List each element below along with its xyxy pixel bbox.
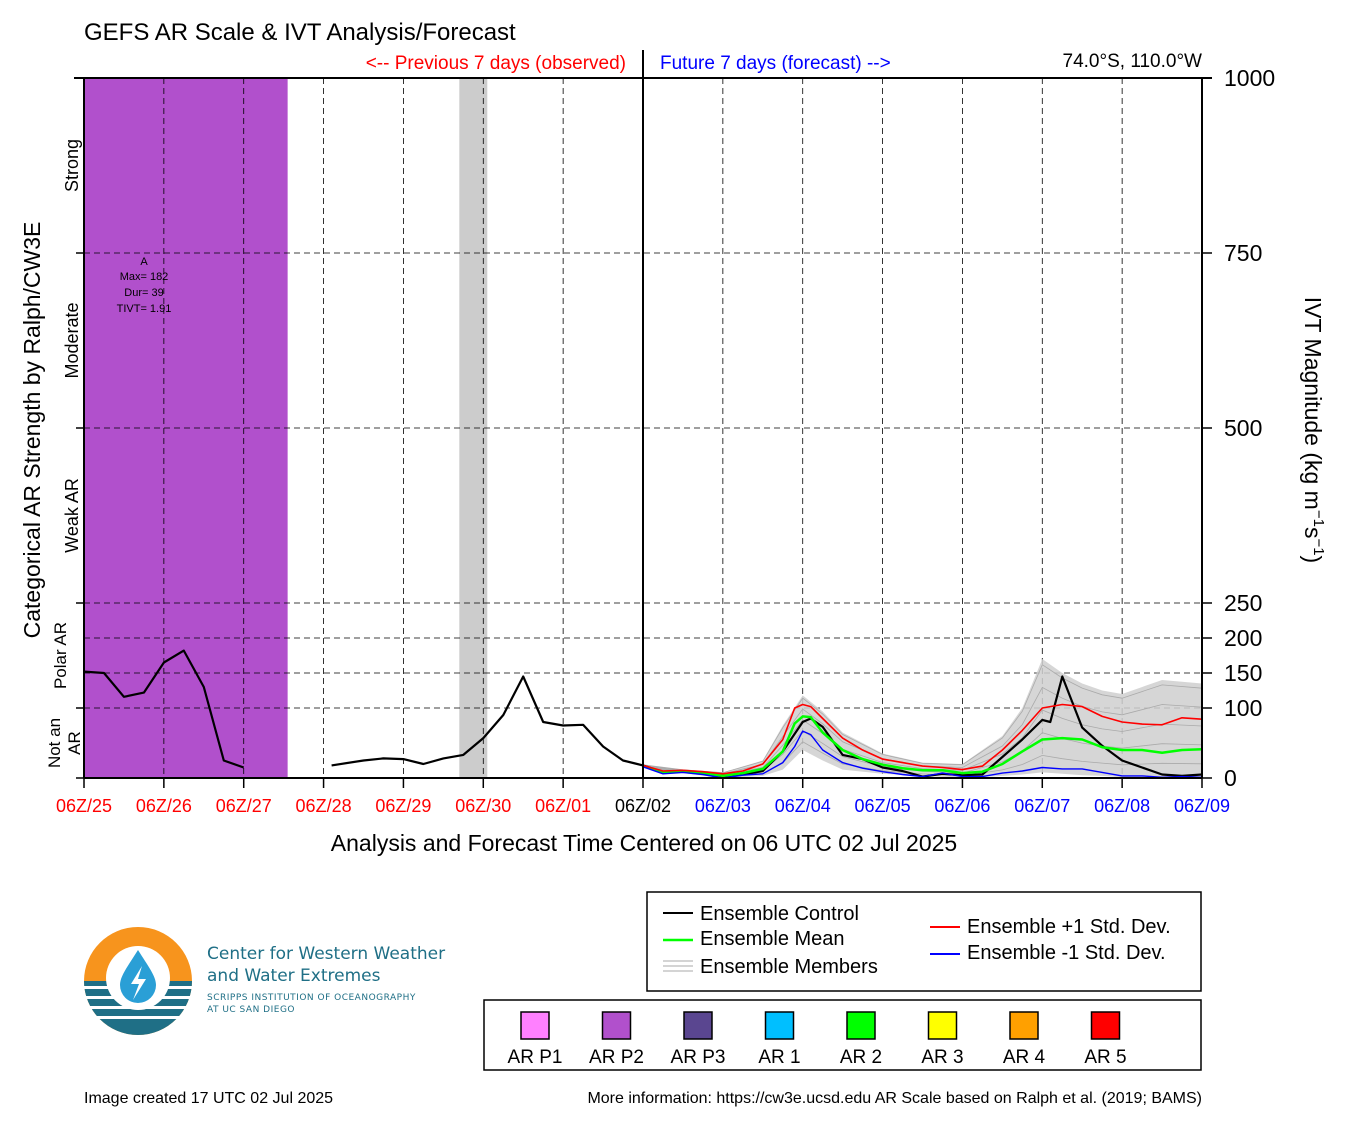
- series-line-control-1: [331, 675, 1203, 778]
- x-tick-label-06Z/29: 06Z/29: [375, 796, 431, 816]
- ensemble-member-line-5: [642, 664, 1203, 774]
- category-label-1: Polar AR: [51, 622, 70, 689]
- y-tick-label-750: 750: [1224, 240, 1262, 266]
- logo-subtitle-line1: SCRIPPS INSTITUTION OF OCEANOGRAPHY: [207, 993, 416, 1003]
- logo-subtitle-line2: AT UC SAN DIEGO: [207, 1005, 296, 1015]
- y-tick-label-0: 0: [1224, 765, 1237, 791]
- ar-scale-swatch-4: [846, 1011, 876, 1040]
- legend: Ensemble Control Ensemble Mean Ensemble …: [646, 891, 1202, 992]
- ar-scale-swatch-0: [520, 1011, 550, 1040]
- x-tick-label-06Z/30: 06Z/30: [455, 796, 511, 816]
- y-tick-label-250: 250: [1224, 590, 1262, 616]
- x-axis-title: Analysis and Forecast Time Centered on 0…: [331, 830, 957, 856]
- category-label-3: Moderate: [62, 302, 82, 378]
- y-axis-right-title: IVT Magnitude (kg m−1s−1): [1300, 297, 1327, 563]
- ar-scale-swatch-5: [927, 1011, 958, 1040]
- x-tick-label-06Z/25: 06Z/25: [56, 796, 112, 816]
- previous-period-label: <-- Previous 7 days (observed): [366, 53, 626, 74]
- series-line-mean-2: [642, 715, 1203, 778]
- y-axis-left-title: Categorical AR Strength by Ralph/CW3E: [19, 222, 45, 639]
- logo-title-line2: and Water Extremes: [207, 966, 381, 986]
- grid-lines: [84, 78, 1202, 778]
- ar-scale-label-0: AR P1: [508, 1047, 563, 1068]
- x-tick-label-06Z/05: 06Z/05: [855, 796, 911, 816]
- x-tick-label-06Z/26: 06Z/26: [136, 796, 192, 816]
- ar-scale-swatch-3: [764, 1011, 795, 1040]
- legend-frame: [646, 891, 1202, 992]
- footer-info: More information: https://cw3e.ucsd.edu …: [587, 1090, 1202, 1107]
- y-tick-label-100: 100: [1224, 695, 1262, 721]
- x-tick-label-06Z/04: 06Z/04: [775, 796, 831, 816]
- ar-scale-swatch-1: [601, 1011, 632, 1040]
- ar-scale-label-4: AR 2: [840, 1047, 882, 1068]
- ar-scale-label-2: AR P3: [671, 1047, 726, 1068]
- ar-scale-label-6: AR 4: [1003, 1047, 1046, 1068]
- legend-label-mean: Ensemble Mean: [700, 928, 845, 950]
- series-line-plus_std-3: [642, 703, 1203, 775]
- ar-scale-label-1: AR P2: [589, 1047, 644, 1068]
- series-line-minus_std-4: [642, 730, 1203, 779]
- x-tick-label-06Z/02: 06Z/02: [615, 796, 671, 816]
- missing-data-shade: [459, 78, 488, 778]
- ar-scale-legend: AR P1 AR P2 AR P3 AR 1 AR 2 AR 3 AR 4 AR 5: [508, 1011, 1127, 1068]
- ar-scale-swatch-6: [1009, 1011, 1039, 1040]
- x-tick-label-06Z/07: 06Z/07: [1014, 796, 1070, 816]
- ensemble-members: [642, 659, 1203, 778]
- ar-event-duration: Dur= 39: [124, 287, 163, 299]
- ar-event-label: A: [140, 256, 148, 268]
- x-tick-label-06Z/28: 06Z/28: [296, 796, 352, 816]
- x-tick-label-06Z/06: 06Z/06: [934, 796, 990, 816]
- legend-label-minus-std: Ensemble -1 Std. Dev.: [967, 942, 1166, 964]
- ar-event-max: Max= 182: [120, 271, 169, 283]
- ensemble-members-band: [643, 659, 1202, 778]
- legend-swatch-members: [663, 960, 693, 972]
- y-tick-label-1000: 1000: [1224, 65, 1275, 91]
- legend-label-control: Ensemble Control: [700, 903, 859, 925]
- category-label-2: Weak AR: [62, 478, 82, 553]
- x-tick-label-06Z/03: 06Z/03: [695, 796, 751, 816]
- ar-event-tivt: TIVT= 1.91: [117, 303, 172, 315]
- y-tick-label-500: 500: [1224, 415, 1262, 441]
- footer-created: Image created 17 UTC 02 Jul 2025: [84, 1090, 333, 1107]
- x-tick-label-06Z/27: 06Z/27: [216, 796, 272, 816]
- ar-scale-label-7: AR 5: [1084, 1047, 1126, 1068]
- cw3e-logo-icon: [84, 927, 192, 1035]
- ar-scale-label-5: AR 3: [921, 1047, 963, 1068]
- ar-scale-swatch-2: [683, 1011, 713, 1040]
- logo-title: Center for Western Weather and Water Ext…: [207, 943, 445, 987]
- location-label: 74.0°S, 110.0°W: [1063, 51, 1203, 72]
- ar-event-annotation: A Max= 182 Dur= 39 TIVT= 1.91: [117, 256, 172, 315]
- y-tick-label-200: 200: [1224, 625, 1262, 651]
- chart-title: GEFS AR Scale & IVT Analysis/Forecast: [84, 19, 516, 46]
- axes: 0 100 150 200 250 500 750 1000 Not anAR Polar AR W…: [45, 50, 1275, 816]
- category-label-part: AR: [65, 731, 84, 755]
- ar-scale-label-3: AR 1: [758, 1047, 800, 1068]
- y-tick-label-150: 150: [1224, 660, 1262, 686]
- category-label-0: Not anAR: [45, 718, 84, 768]
- logo-subtitle: SCRIPPS INSTITUTION OF OCEANOGRAPHY AT U…: [207, 992, 416, 1016]
- ar-scale-swatch-7: [1090, 1011, 1121, 1040]
- category-label-4: Strong: [62, 139, 82, 192]
- logo-title-line1: Center for Western Weather: [207, 944, 446, 964]
- category-label-part: Not an: [45, 718, 64, 768]
- series-lines: [83, 649, 1203, 779]
- future-period-label: Future 7 days (forecast) -->: [660, 53, 891, 74]
- x-tick-label-06Z/08: 06Z/08: [1094, 796, 1150, 816]
- series-line-control-0: [83, 649, 245, 769]
- legend-label-members: Ensemble Members: [700, 956, 878, 978]
- x-tick-label-06Z/01: 06Z/01: [535, 796, 591, 816]
- legend-label-plus-std: Ensemble +1 Std. Dev.: [967, 916, 1171, 938]
- x-tick-label-06Z/09: 06Z/09: [1174, 796, 1230, 816]
